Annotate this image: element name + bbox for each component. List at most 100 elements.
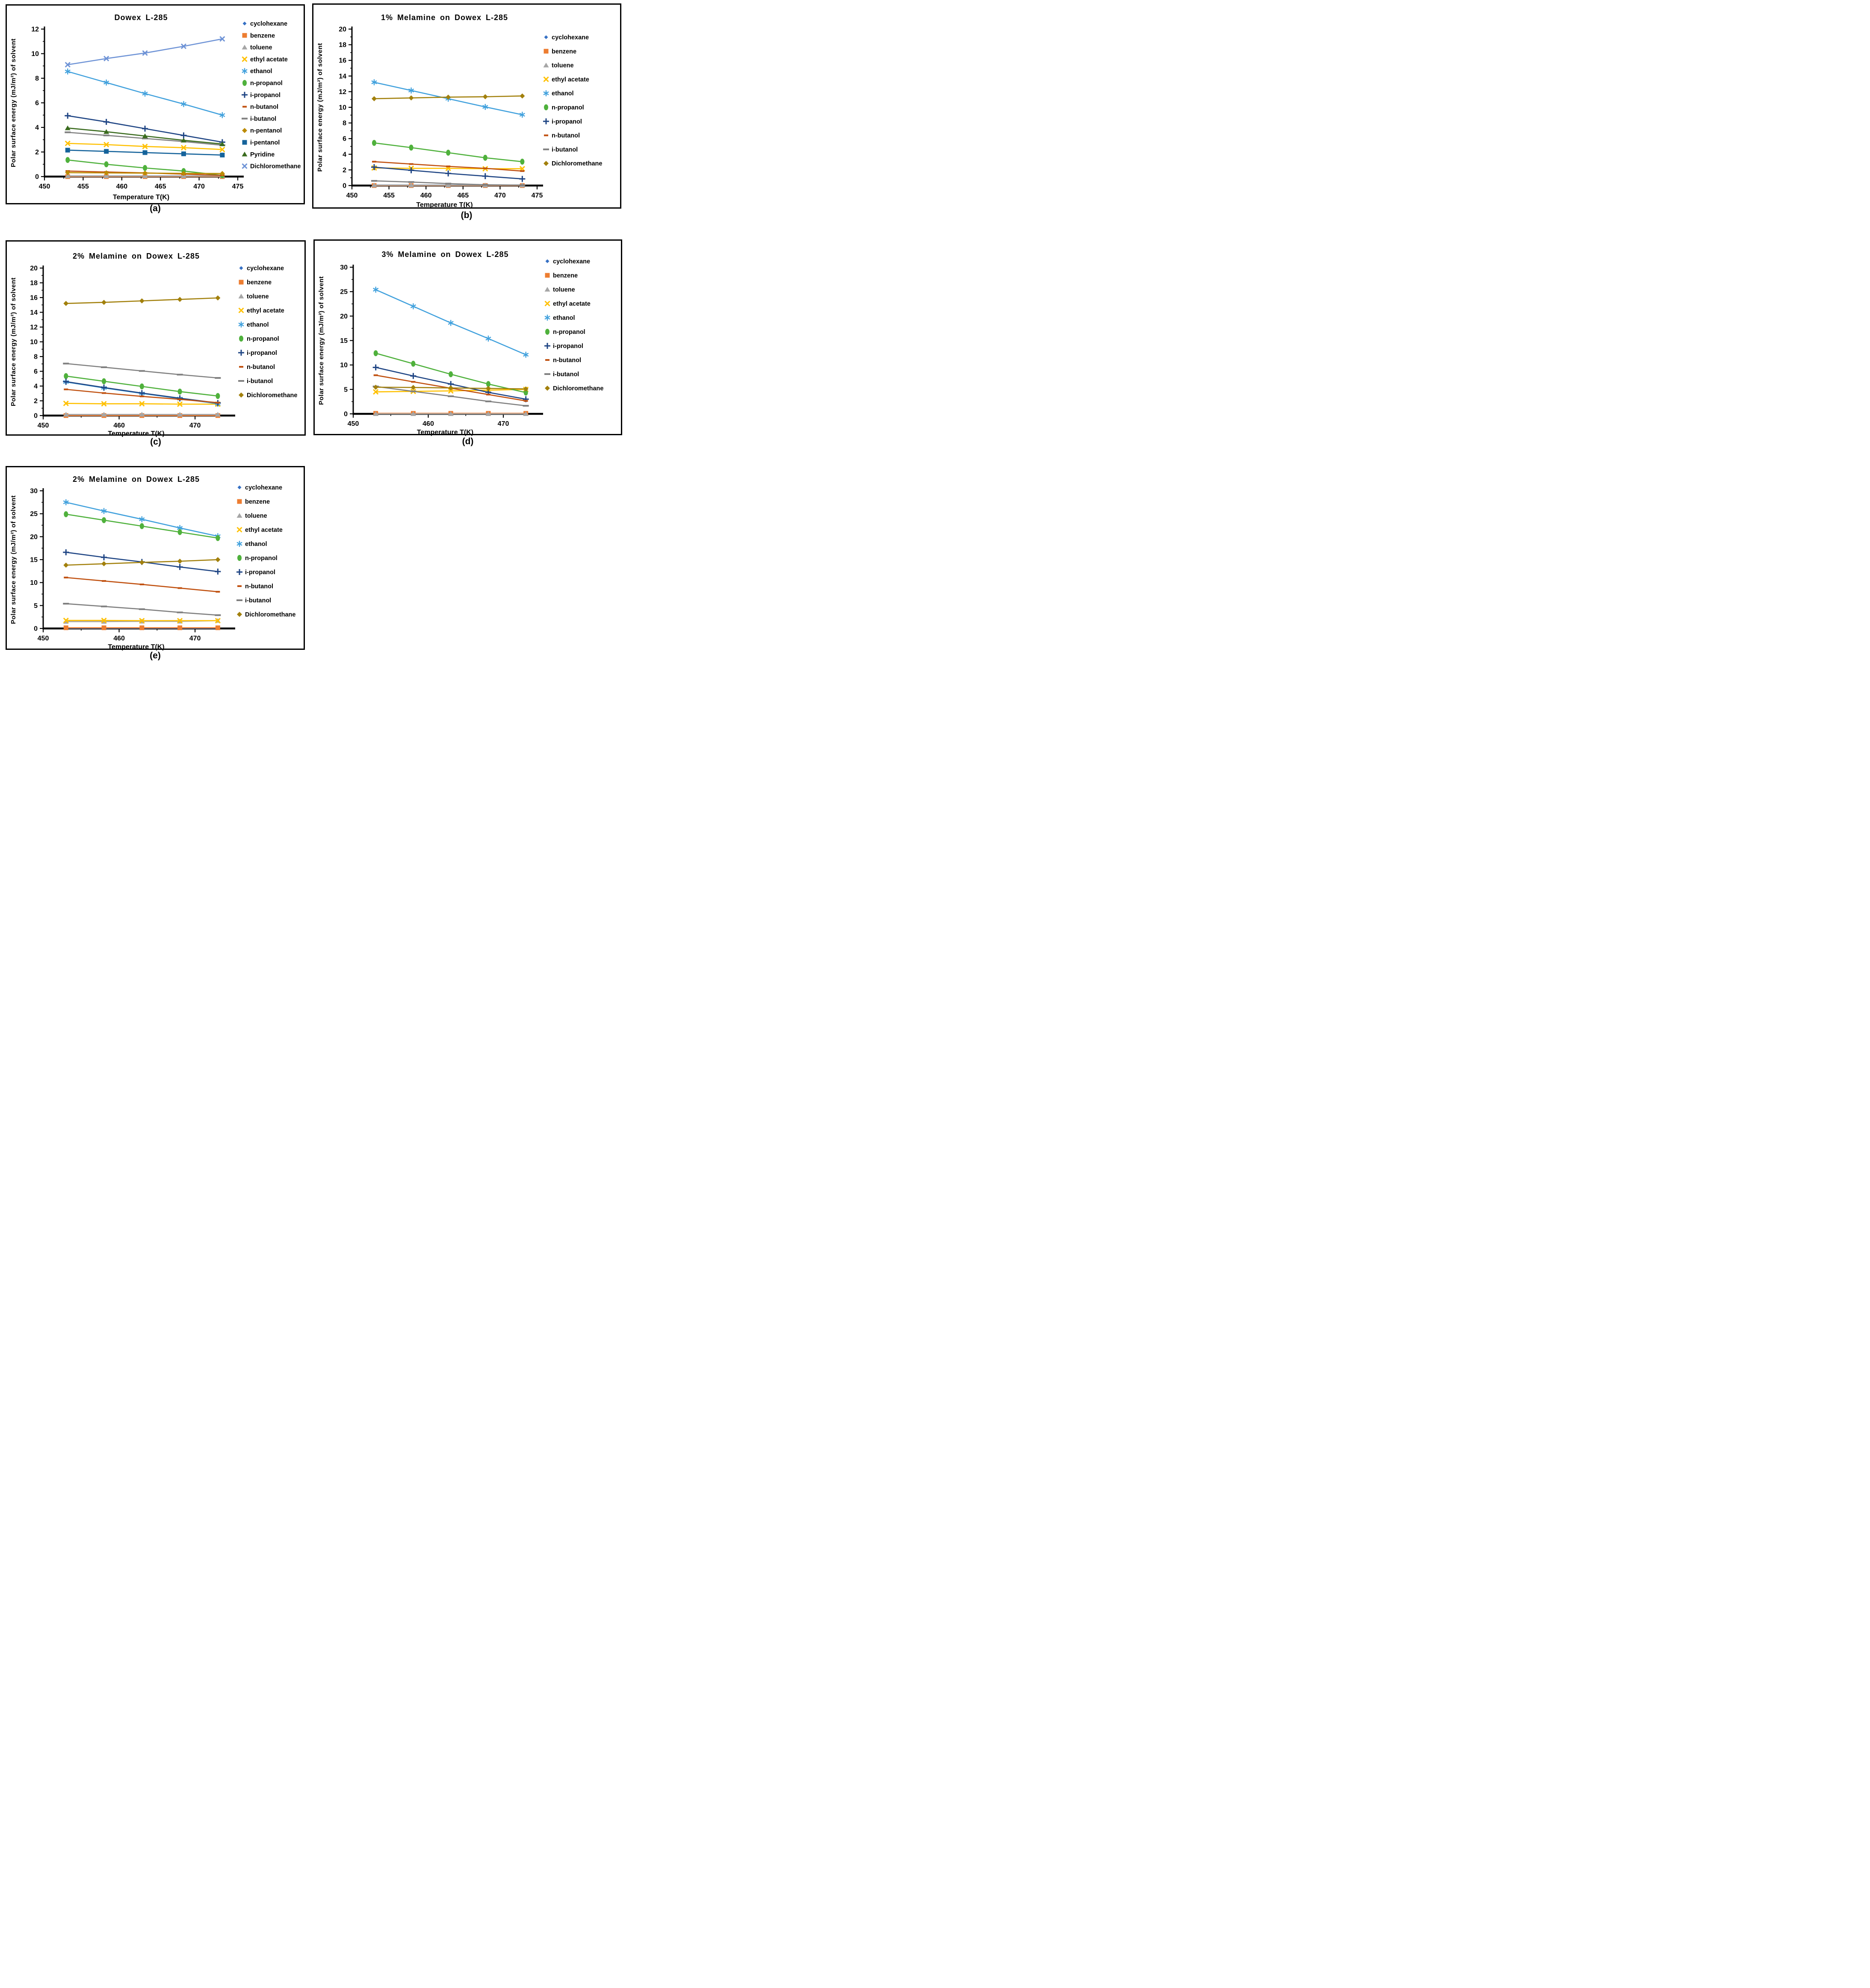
x-tick-label: 470 <box>189 635 201 642</box>
x-tick-label: 475 <box>232 183 244 190</box>
y-tick-label: 8 <box>35 75 39 83</box>
legend-item-n-propanol: n-propanol <box>544 104 584 111</box>
legend-item-benzene: benzene <box>242 32 275 39</box>
y-tick-label: 30 <box>30 488 38 495</box>
legend-label: cyclohexane <box>247 265 284 272</box>
panel-d: 0 5 10 15 20 25 30 450 460 470 3% Melamine on Dowe… <box>313 239 622 436</box>
x-tick-label: 450 <box>38 422 49 429</box>
legend-label: ethanol <box>247 322 269 328</box>
caption-c: (c) <box>150 437 161 447</box>
x-axis-label: Temperature T(K) <box>108 643 164 651</box>
chart-c: 0 2 4 6 8 10 12 14 16 18 20 450 460 470 2% Melamine on… <box>7 242 304 437</box>
y-axis-label: Polar surface energy (mJ/m²) of solvent <box>318 276 325 405</box>
legend-label: n-propanol <box>553 329 585 336</box>
legend-label: i-butanol <box>250 115 276 122</box>
legend-item-cyclohexane: cyclohexane <box>237 484 282 491</box>
series-i-pentanol <box>65 147 225 158</box>
series-toluene <box>373 411 529 416</box>
legend-item-i-propanol: i-propanol <box>238 350 277 357</box>
legend: cyclohexane benzene toluene ethyl acetate et… <box>544 258 603 392</box>
legend-label: benzene <box>250 32 275 39</box>
series-dichloromethane <box>65 36 225 68</box>
legend-item-ethyl-acetate: ethyl acetate <box>238 307 284 314</box>
legend-item-ethanol: ethanol <box>543 90 574 97</box>
series-n-butanol <box>64 388 220 404</box>
y-tick-label: 12 <box>31 26 39 33</box>
y-tick-label: 18 <box>30 280 38 287</box>
y-tick-label: 14 <box>30 309 38 316</box>
legend-item-n-butanol: n-butanol <box>545 357 581 364</box>
y-tick-label: 6 <box>35 100 39 107</box>
y-tick-label: 0 <box>34 625 38 633</box>
x-tick-label: 470 <box>189 422 201 429</box>
legend: cyclohexane benzene toluene ethyl acetate et… <box>238 265 297 399</box>
series-dichloromethane <box>63 295 221 306</box>
legend-label: Pyridine <box>250 151 275 158</box>
legend-label: ethyl acetate <box>552 76 589 83</box>
legend-item-i-butanol: i-butanol <box>238 378 273 385</box>
x-tick-label: 465 <box>155 183 166 190</box>
legend-item-cyclohexane: cyclohexane <box>239 265 284 272</box>
legend-label: i-propanol <box>247 350 277 357</box>
legend-item-ethyl-acetate: ethyl acetate <box>543 76 589 83</box>
series-ethanol <box>63 499 221 540</box>
x-tick-label: 470 <box>193 183 205 190</box>
legend-item-n-butanol: n-butanol <box>242 104 278 111</box>
legend-item-benzene: benzene <box>239 279 272 286</box>
legend-label: ethyl acetate <box>247 307 284 314</box>
legend-item-cyclohexane: cyclohexane <box>545 258 590 265</box>
legend-item-n-pentanol: n-pentanol <box>242 127 282 134</box>
y-tick-label: 25 <box>340 289 348 296</box>
axes: 0 5 10 15 20 25 30 450 460 470 <box>340 264 543 428</box>
legend: cyclohexane benzene toluene ethyl acetate et… <box>236 484 295 618</box>
series-i-propanol <box>371 164 526 182</box>
chart-c-svg: 0 2 4 6 8 10 12 14 16 18 20 450 460 470 2% Melamine on… <box>10 252 297 437</box>
legend-label: i-pentanol <box>250 139 280 146</box>
y-tick-label: 20 <box>30 534 38 541</box>
chart-title: 3% Melamine on Dowex L-285 <box>381 250 508 259</box>
axes: 0 2 4 6 8 10 12 450 455 460 465 470 475 <box>31 26 244 190</box>
y-tick-label: 0 <box>343 183 346 190</box>
legend-item-dichloromethane: Dichloromethane <box>545 385 603 392</box>
y-tick-label: 16 <box>30 295 38 302</box>
legend-label: ethanol <box>245 541 267 548</box>
legend-item-i-butanol: i-butanol <box>544 371 579 378</box>
x-tick-label: 470 <box>498 420 509 428</box>
legend-label: n-butanol <box>250 104 278 111</box>
series-ethanol <box>65 68 225 118</box>
y-axis-label: Polar surface energy (mJ/m²) of solvent <box>316 43 324 171</box>
legend-label: n-pentanol <box>250 127 282 134</box>
legend-label: i-propanol <box>552 118 582 125</box>
caption-e: (e) <box>150 651 161 661</box>
x-tick-label: 475 <box>532 192 543 199</box>
legend-label: Dichloromethane <box>250 163 301 170</box>
y-tick-label: 20 <box>339 26 346 33</box>
chart-d-svg: 0 5 10 15 20 25 30 450 460 470 3% Melamine on Dowe… <box>318 250 603 436</box>
x-tick-label: 450 <box>348 420 359 428</box>
panel-b: 0 2 4 6 8 10 12 14 16 18 20 450 455 460 465 470 475 1% Me… <box>312 3 621 209</box>
y-tick-label: 8 <box>343 120 346 127</box>
x-tick-label: 450 <box>38 635 49 642</box>
legend-item-i-butanol: i-butanol <box>236 597 271 604</box>
legend-item-i-pentanol: i-pentanol <box>242 139 280 146</box>
legend-item-ethanol: ethanol <box>544 315 575 322</box>
y-tick-label: 2 <box>343 167 346 174</box>
legend-item-pyridine: Pyridine <box>242 151 275 158</box>
legend-label: cyclohexane <box>552 34 589 41</box>
legend-label: n-butanol <box>553 357 581 364</box>
series-ethyl-acetate <box>65 140 225 153</box>
x-tick-label: 470 <box>494 192 506 199</box>
chart-title: Dowex L-285 <box>114 13 168 22</box>
legend-label: i-butanol <box>552 146 578 153</box>
legend-label: n-propanol <box>552 104 584 111</box>
x-tick-label: 450 <box>39 183 50 190</box>
legend-item-i-butanol: i-butanol <box>543 146 578 153</box>
y-tick-label: 8 <box>34 354 38 361</box>
series-n-propanol <box>64 373 220 399</box>
y-tick-label: 0 <box>344 411 348 418</box>
legend-label: cyclohexane <box>553 258 590 265</box>
chart-e: 0 5 10 15 20 25 30 450 460 470 2% Melamine on Dowe… <box>7 467 304 651</box>
series-i-propanol <box>63 378 221 406</box>
legend-item-toluene: toluene <box>238 293 269 300</box>
legend-item-ethyl-acetate: ethyl acetate <box>242 56 288 63</box>
